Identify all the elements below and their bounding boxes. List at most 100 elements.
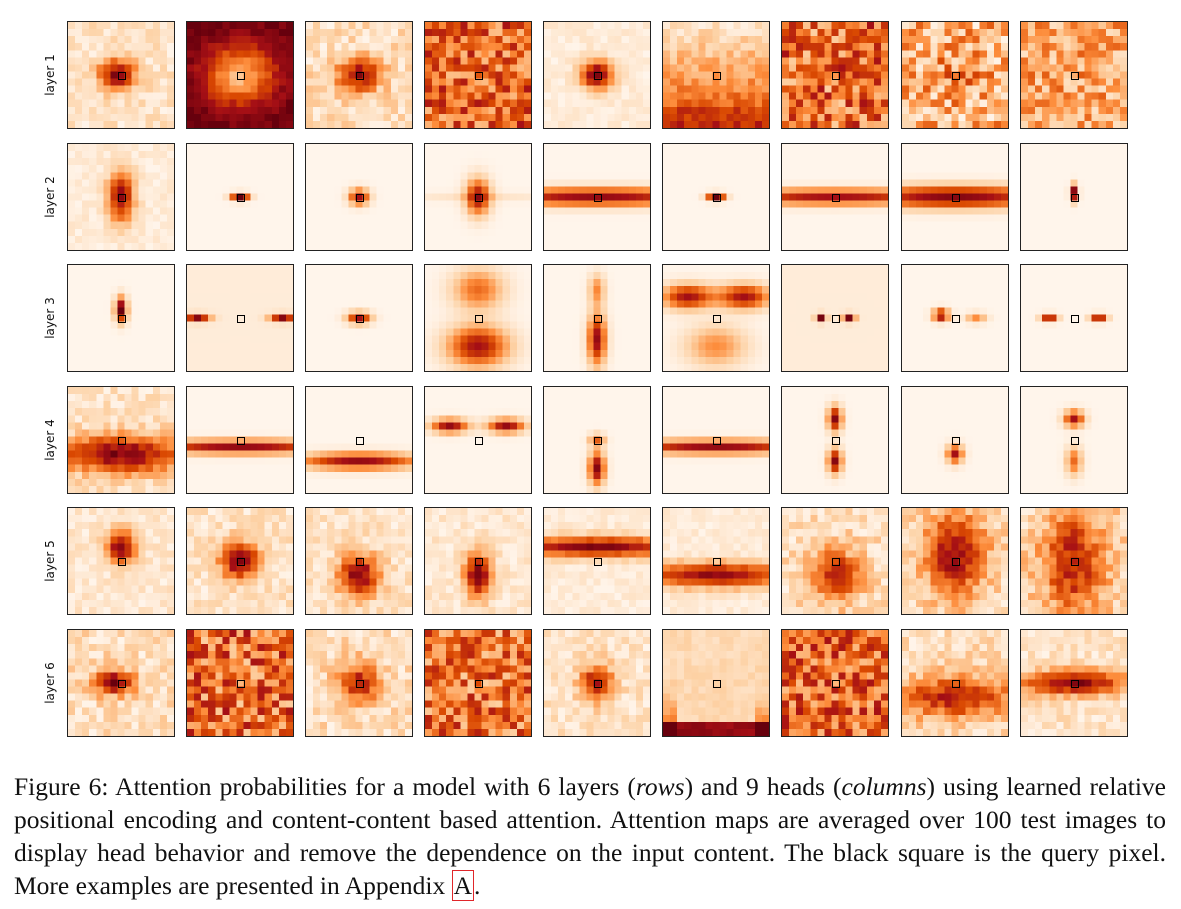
attention-map-layer-1-head-3 <box>305 21 413 129</box>
row-label-layer-2: layer 2 <box>42 176 57 218</box>
attention-map-layer-2-head-9 <box>1020 143 1128 251</box>
query-pixel-marker <box>594 437 602 445</box>
query-pixel-marker <box>237 437 245 445</box>
attention-map-layer-6-head-8 <box>901 629 1009 737</box>
attention-map-layer-2-head-3 <box>305 143 413 251</box>
attention-map-layer-3-head-1 <box>67 264 175 372</box>
query-pixel-marker <box>713 437 721 445</box>
attention-map-layer-3-head-4 <box>424 264 532 372</box>
query-pixel-marker <box>475 194 483 202</box>
attention-map-layer-6-head-2 <box>186 629 294 737</box>
query-pixel-marker <box>118 315 126 323</box>
attention-map-layer-2-head-7 <box>781 143 889 251</box>
query-pixel-marker <box>594 680 602 688</box>
attention-map-layer-3-head-6 <box>662 264 770 372</box>
attention-map-layer-1-head-8 <box>901 21 1009 129</box>
attention-map-layer-5-head-2 <box>186 507 294 615</box>
attention-map-layer-5-head-7 <box>781 507 889 615</box>
query-pixel-marker <box>1071 558 1079 566</box>
query-pixel-marker <box>356 315 364 323</box>
query-pixel-marker <box>832 680 840 688</box>
figure-caption: Figure 6: Attention probabilities for a … <box>14 770 1166 902</box>
attention-map-layer-3-head-8 <box>901 264 1009 372</box>
attention-map-layer-2-head-2 <box>186 143 294 251</box>
attention-map-layer-5-head-5 <box>543 507 651 615</box>
attention-map-layer-2-head-8 <box>901 143 1009 251</box>
query-pixel-marker <box>356 437 364 445</box>
query-pixel-marker <box>356 194 364 202</box>
query-pixel-marker <box>832 194 840 202</box>
attention-map-layer-3-head-3 <box>305 264 413 372</box>
query-pixel-marker <box>356 680 364 688</box>
query-pixel-marker <box>475 680 483 688</box>
attention-map-layer-5-head-8 <box>901 507 1009 615</box>
attention-map-layer-6-head-7 <box>781 629 889 737</box>
query-pixel-marker <box>832 437 840 445</box>
caption-end: . <box>474 871 481 900</box>
query-pixel-marker <box>237 315 245 323</box>
attention-map-layer-5-head-3 <box>305 507 413 615</box>
query-pixel-marker <box>952 680 960 688</box>
appendix-link[interactable]: A <box>451 870 475 901</box>
attention-map-layer-6-head-5 <box>543 629 651 737</box>
query-pixel-marker <box>594 194 602 202</box>
query-pixel-marker <box>594 315 602 323</box>
caption-middle: ) and 9 heads ( <box>684 772 842 801</box>
caption-suffix: ) using learned relative positional enco… <box>14 772 1166 900</box>
attention-map-layer-1-head-4 <box>424 21 532 129</box>
attention-map-layer-5-head-4 <box>424 507 532 615</box>
attention-maps-figure: layer 1 layer 2 layer 3 layer 4 layer 5 layer… <box>42 21 1128 737</box>
attention-map-layer-1-head-9 <box>1020 21 1128 129</box>
attention-map-layer-6-head-6 <box>662 629 770 737</box>
attention-map-layer-4-head-4 <box>424 386 532 494</box>
caption-prefix: Figure 6: Attention probabilities for a … <box>14 772 636 801</box>
attention-map-layer-5-head-6 <box>662 507 770 615</box>
query-pixel-marker <box>1071 437 1079 445</box>
attention-map-layer-4-head-7 <box>781 386 889 494</box>
attention-map-layer-6-head-4 <box>424 629 532 737</box>
attention-map-layer-1-head-7 <box>781 21 889 129</box>
query-pixel-marker <box>237 558 245 566</box>
query-pixel-marker <box>356 72 364 80</box>
query-pixel-marker <box>237 194 245 202</box>
attention-map-layer-1-head-5 <box>543 21 651 129</box>
query-pixel-marker <box>118 72 126 80</box>
query-pixel-marker <box>118 558 126 566</box>
query-pixel-marker <box>952 194 960 202</box>
query-pixel-marker <box>475 72 483 80</box>
attention-map-layer-2-head-5 <box>543 143 651 251</box>
attention-map-layer-1-head-1 <box>67 21 175 129</box>
attention-map-layer-4-head-3 <box>305 386 413 494</box>
row-label-layer-1: layer 1 <box>42 54 57 96</box>
attention-map-layer-1-head-2 <box>186 21 294 129</box>
query-pixel-marker <box>1071 315 1079 323</box>
attention-map-layer-4-head-2 <box>186 386 294 494</box>
attention-map-layer-4-head-1 <box>67 386 175 494</box>
query-pixel-marker <box>952 437 960 445</box>
attention-map-layer-3-head-9 <box>1020 264 1128 372</box>
attention-map-layer-2-head-1 <box>67 143 175 251</box>
attention-map-layer-3-head-7 <box>781 264 889 372</box>
attention-map-layer-3-head-2 <box>186 264 294 372</box>
query-pixel-marker <box>832 315 840 323</box>
caption-rows-word: rows <box>635 772 685 801</box>
attention-map-layer-6-head-3 <box>305 629 413 737</box>
query-pixel-marker <box>475 315 483 323</box>
row-label-layer-3: layer 3 <box>42 297 57 339</box>
attention-map-layer-1-head-6 <box>662 21 770 129</box>
attention-map-layer-6-head-1 <box>67 629 175 737</box>
attention-map-layer-4-head-8 <box>901 386 1009 494</box>
row-label-layer-6: layer 6 <box>42 662 57 704</box>
query-pixel-marker <box>952 72 960 80</box>
query-pixel-marker <box>237 680 245 688</box>
query-pixel-marker <box>356 558 364 566</box>
query-pixel-marker <box>713 315 721 323</box>
query-pixel-marker <box>118 437 126 445</box>
attention-map-layer-5-head-9 <box>1020 507 1128 615</box>
query-pixel-marker <box>713 558 721 566</box>
query-pixel-marker <box>832 72 840 80</box>
attention-map-layer-4-head-5 <box>543 386 651 494</box>
attention-map-layer-2-head-6 <box>662 143 770 251</box>
query-pixel-marker <box>594 558 602 566</box>
query-pixel-marker <box>237 72 245 80</box>
